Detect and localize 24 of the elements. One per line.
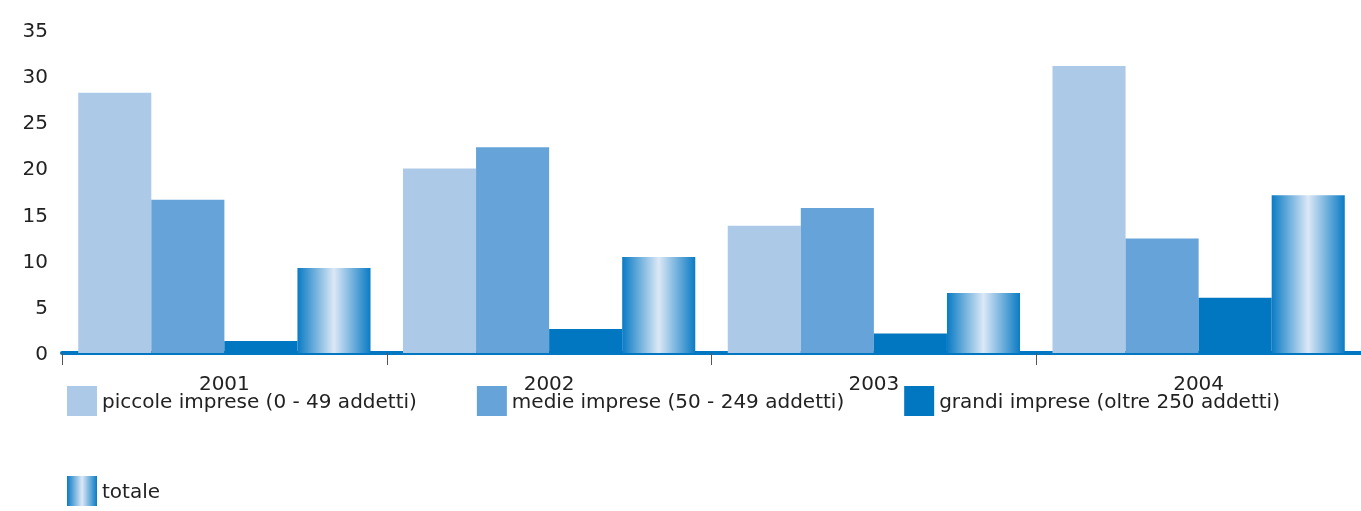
bar: [151, 199, 225, 353]
bar: [476, 147, 550, 353]
legend-label: medie imprese (50 - 249 addetti): [511, 389, 845, 413]
y-tick-label: 5: [35, 294, 48, 319]
y-tick-label: 15: [22, 202, 48, 227]
bar: [1125, 238, 1199, 353]
y-tick-label: 25: [22, 110, 48, 135]
y-tick-label: 0: [35, 341, 48, 365]
bar: [402, 168, 477, 353]
legend-label: grandi imprese (oltre 250 addetti): [939, 389, 1280, 413]
bar: [727, 225, 801, 353]
bar: [1052, 65, 1126, 353]
bar: [78, 92, 152, 353]
bar: [1271, 195, 1345, 353]
bar: [800, 208, 874, 353]
y-tick-label: 30: [22, 64, 48, 89]
y-tick-label: 35: [22, 18, 48, 42]
legend-label: totale: [102, 479, 161, 503]
x-tick-label: 2003: [848, 371, 900, 395]
y-tick-label: 20: [22, 156, 48, 181]
bar: [946, 293, 1021, 353]
y-tick-label: 10: [22, 248, 48, 273]
bar: [622, 257, 696, 353]
bar: [297, 268, 371, 353]
